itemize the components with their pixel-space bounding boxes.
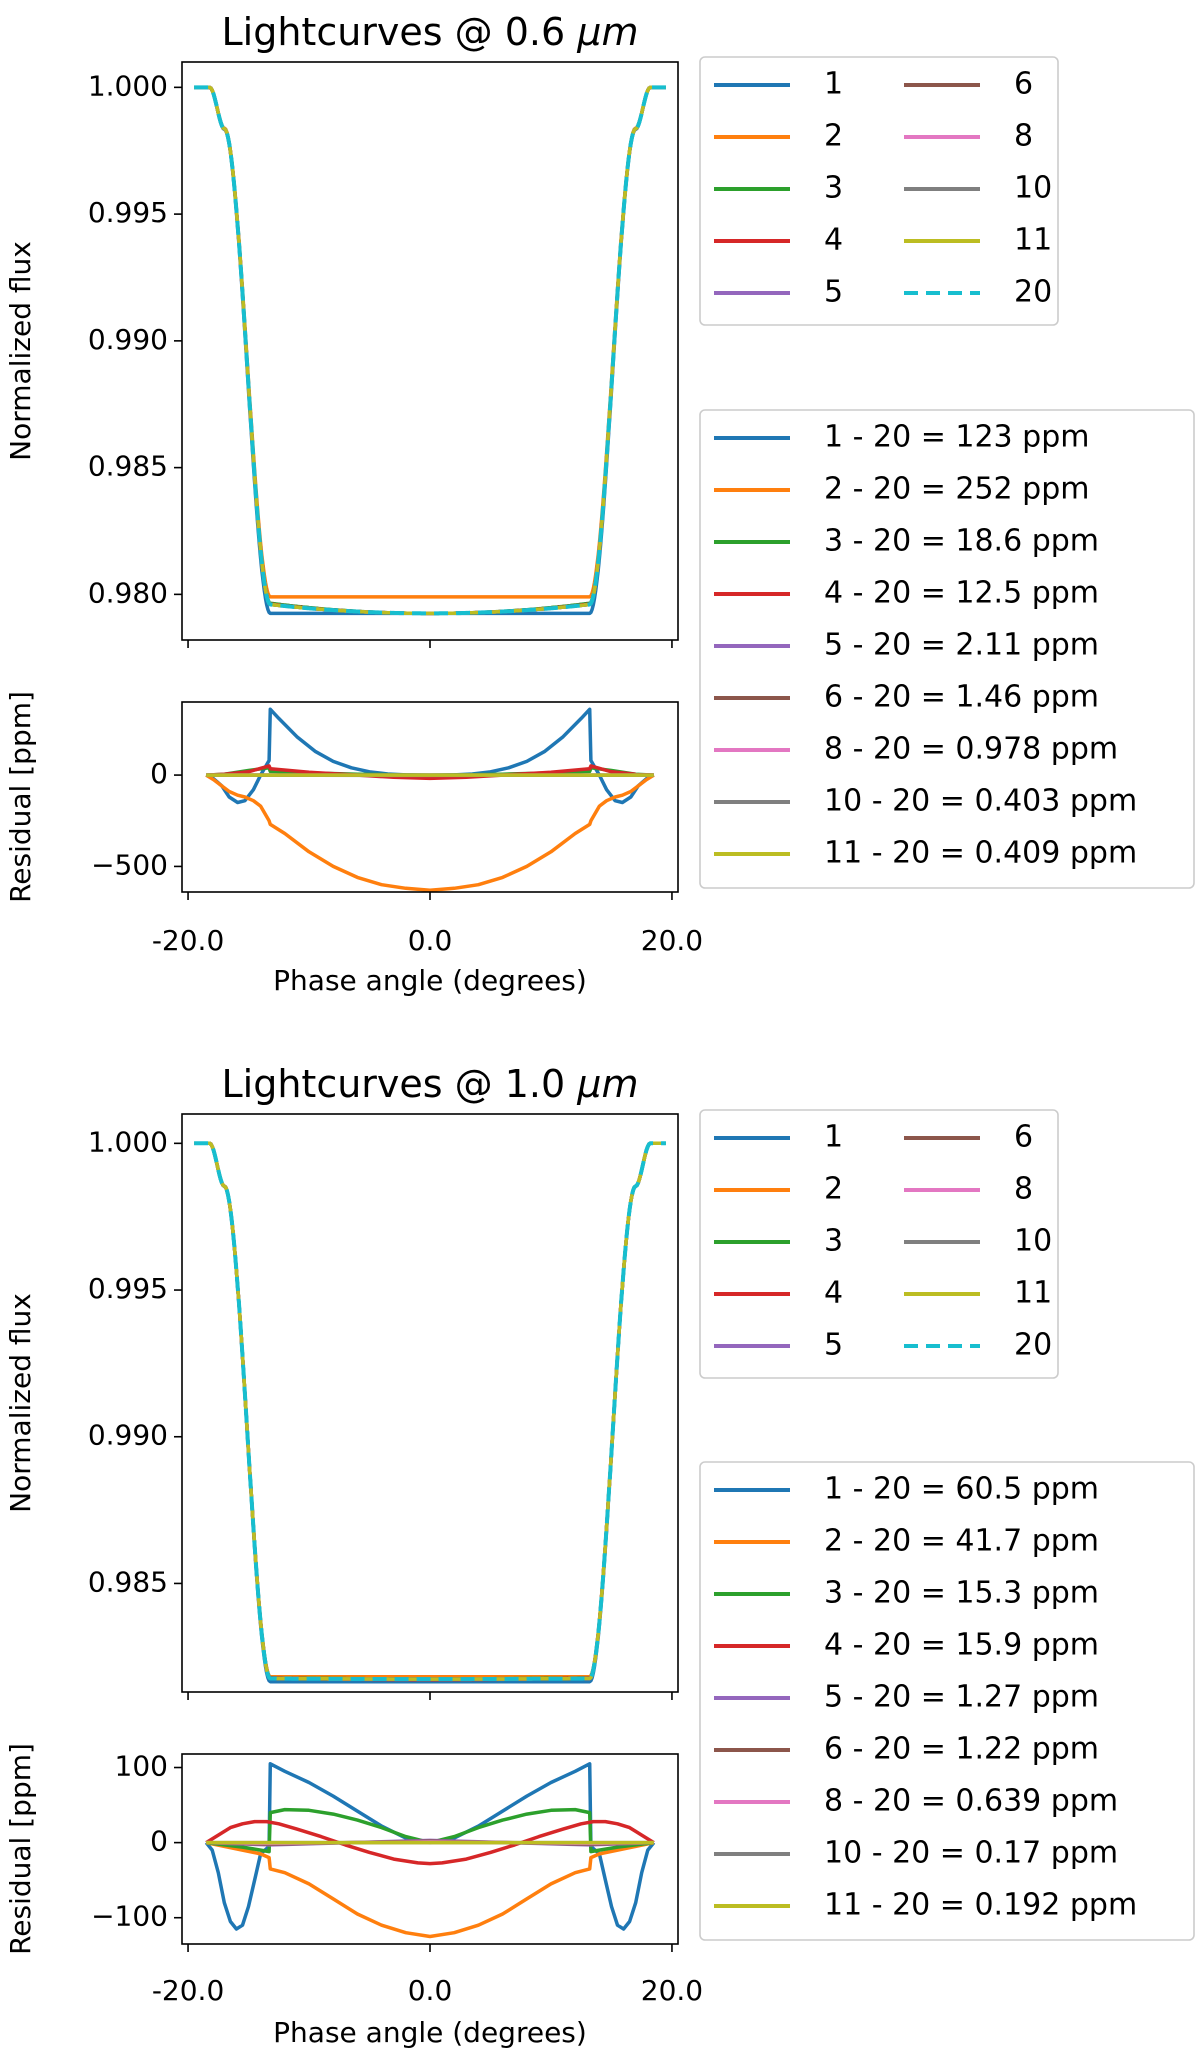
- legend-models: 1 2 3 4 5 6 8 10 11 20: [699, 56, 1059, 326]
- residual-ytick-label: −500: [91, 848, 168, 881]
- legend-label: 5 - 20 = 2.11 ppm: [824, 628, 1099, 663]
- flux-plot-area: [182, 62, 678, 640]
- legend-label: 2: [824, 119, 843, 154]
- legend-label: 4 - 20 = 15.9 ppm: [824, 1628, 1099, 1663]
- residual-series-2: [205, 773, 655, 892]
- flux-series-2: [193, 85, 667, 599]
- flux-ytick-label: 0.990: [88, 323, 168, 356]
- legend-label: 1: [824, 67, 843, 102]
- flux-lines: [193, 85, 667, 616]
- flux-ytick-label: 0.980: [88, 576, 168, 609]
- residual-ytick-label: 0: [150, 1825, 168, 1858]
- xtick-label: 20.0: [641, 1974, 703, 2007]
- legend-label: 11 - 20 = 0.192 ppm: [824, 1888, 1137, 1923]
- residual-ylabel: Residual [ppm]: [4, 1743, 37, 1955]
- legend-label: 6: [1014, 67, 1033, 102]
- legend-label: 2 - 20 = 252 ppm: [824, 472, 1089, 507]
- legend-residuals: 1 - 20 = 123 ppm 2 - 20 = 252 ppm 3 - 20 =…: [699, 409, 1195, 889]
- legend-label: 2 - 20 = 41.7 ppm: [824, 1524, 1099, 1559]
- flux-ylabel: Normalized flux: [4, 1293, 37, 1513]
- residual-lines: [204, 1762, 656, 1939]
- legend-label: 4: [824, 1276, 843, 1311]
- chart-title-unit: μm: [576, 1062, 638, 1106]
- flux-ylabel: Normalized flux: [4, 241, 37, 461]
- xtick-label: 0.0: [408, 924, 453, 957]
- residual-ylabel: Residual [ppm]: [4, 691, 37, 903]
- flux-plot-area: [182, 1114, 678, 1692]
- xtick-label: 0.0: [408, 1974, 453, 2007]
- flux-series-11: [193, 85, 667, 616]
- legend-label: 8: [1014, 119, 1033, 154]
- legend-label: 1 - 20 = 123 ppm: [824, 420, 1089, 455]
- flux-series-20: [193, 1141, 667, 1682]
- legend-label: 20: [1014, 275, 1052, 310]
- residual-axes: −500 0 -20.0 0.0 20.0 Residual [ppm] Phase ang…: [4, 691, 703, 997]
- x-axis-label: Phase angle (degrees): [273, 2016, 587, 2049]
- legend-frame: [699, 1109, 1059, 1379]
- legend-label: 11 - 20 = 0.409 ppm: [824, 836, 1137, 871]
- legend-label: 8: [1014, 1172, 1033, 1207]
- residual-ytick-label: −100: [91, 1900, 168, 1933]
- legend-label: 10 - 20 = 0.17 ppm: [824, 1836, 1118, 1871]
- residual-axes: −100 0 100 -20.0 0.0 20.0 Residual [ppm] Phase …: [4, 1743, 703, 2049]
- chart-title: Lightcurves @ 0.6 μm: [222, 10, 639, 54]
- xtick-label: -20.0: [152, 1974, 224, 2007]
- residual-series-4: [205, 1819, 655, 1866]
- flux-ytick-label: 0.995: [88, 1272, 168, 1305]
- legend-label: 1: [824, 1120, 843, 1155]
- legend-residuals: 1 - 20 = 60.5 ppm 2 - 20 = 41.7 ppm 3 - 20…: [699, 1461, 1195, 1941]
- chart-title-text: Lightcurves @ 0.6: [222, 10, 578, 54]
- legend-label: 5: [824, 1328, 843, 1363]
- legend-label: 11: [1014, 223, 1052, 258]
- legend-frame: [699, 56, 1059, 326]
- legend-label: 1 - 20 = 60.5 ppm: [824, 1472, 1099, 1507]
- xtick-label: 20.0: [641, 924, 703, 957]
- flux-axes: 0.980 0.985 0.990 0.995 1.000 Normalized flux: [4, 61, 679, 648]
- flux-series-1: [193, 1141, 667, 1684]
- residual-ytick-label: 100: [115, 1750, 168, 1783]
- chart-title-text: Lightcurves @ 1.0: [222, 1062, 578, 1106]
- chart-title-unit: μm: [576, 10, 638, 54]
- flux-ytick-label: 0.985: [88, 1565, 168, 1598]
- legend-label: 3: [824, 171, 843, 206]
- legend-label: 2: [824, 1172, 843, 1207]
- legend-label: 3 - 20 = 15.3 ppm: [824, 1576, 1099, 1611]
- chart-1: Lightcurves @ 0.6 μm 0.980 0.985 0.990 0.995…: [4, 10, 1195, 997]
- legend-label: 5: [824, 275, 843, 310]
- flux-ytick-label: 0.985: [88, 450, 168, 483]
- chart-2: Lightcurves @ 1.0 μm 0.985 0.990 0.995 1.000…: [4, 1062, 1195, 2049]
- legend-label: 8 - 20 = 0.978 ppm: [824, 732, 1118, 767]
- legend-label: 5 - 20 = 1.27 ppm: [824, 1680, 1099, 1715]
- legend-label: 10: [1014, 1224, 1052, 1259]
- legend-frame: [699, 1461, 1195, 1941]
- legend-label: 4 - 20 = 12.5 ppm: [824, 576, 1099, 611]
- flux-ytick-label: 1.000: [88, 1125, 168, 1158]
- flux-ytick-label: 1.000: [88, 69, 168, 102]
- xtick-label: -20.0: [152, 924, 224, 957]
- legend-label: 3 - 20 = 18.6 ppm: [824, 524, 1099, 559]
- residual-lines: [205, 707, 655, 892]
- flux-ytick-label: 0.990: [88, 1419, 168, 1452]
- legend-label: 3: [824, 1224, 843, 1259]
- residual-ytick-label: 0: [150, 757, 168, 790]
- legend-label: 11: [1014, 1276, 1052, 1311]
- legend-label: 6: [1014, 1120, 1033, 1155]
- legend-label: 20: [1014, 1328, 1052, 1363]
- x-axis-label: Phase angle (degrees): [273, 964, 587, 997]
- flux-ytick-label: 0.995: [88, 196, 168, 229]
- legend-label: 10: [1014, 171, 1052, 206]
- legend-frame: [699, 409, 1195, 889]
- legend-models: 1 2 3 4 5 6 8 10 11 20: [699, 1109, 1059, 1379]
- chart-title: Lightcurves @ 1.0 μm: [222, 1062, 639, 1106]
- legend-label: 10 - 20 = 0.403 ppm: [824, 784, 1137, 819]
- legend-label: 6 - 20 = 1.22 ppm: [824, 1732, 1099, 1767]
- flux-lines: [193, 1141, 667, 1684]
- legend-label: 8 - 20 = 0.639 ppm: [824, 1784, 1118, 1819]
- residual-series-4: [206, 764, 654, 781]
- legend-label: 6 - 20 = 1.46 ppm: [824, 680, 1099, 715]
- residual-series-2: [205, 1840, 655, 1939]
- legend-label: 4: [824, 223, 843, 258]
- flux-axes: 0.985 0.990 0.995 1.000 Normalized flux: [4, 1113, 679, 1700]
